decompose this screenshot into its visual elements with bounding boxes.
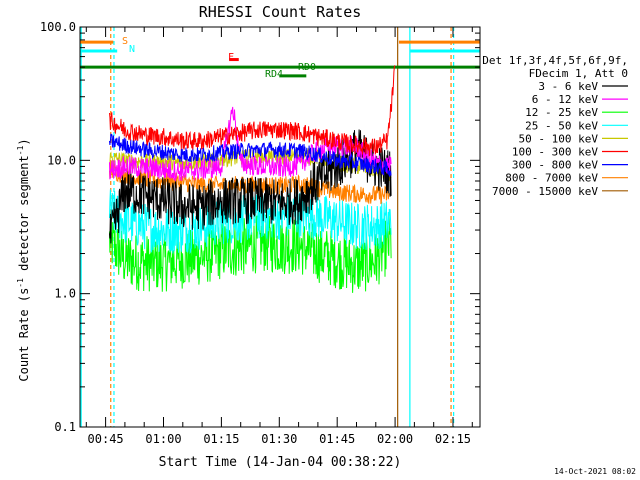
axes-layer: 100.0 10.0 1.0 0.1 00:45 01:00 01:15 01:30 01:45… (40, 20, 481, 446)
series-layer (109, 65, 396, 293)
rd4-label: RD4 (265, 69, 283, 80)
x-tick-label: 02:15 (435, 432, 471, 446)
legend-label: 50 - 100 keV (519, 132, 599, 145)
y-axis-label: Count Rate (s-1 detector segment-1) (16, 138, 31, 381)
y-tick-label: 1.0 (54, 287, 76, 301)
x-tick-label: 02:00 (377, 432, 413, 446)
series-line-300-800keV (109, 133, 392, 177)
series-line-100-300keV (109, 65, 396, 157)
legend-label: 7000 - 15000 keV (492, 185, 598, 198)
legend-label: 800 - 7000 keV (505, 172, 598, 185)
series-line-25-50keV (109, 189, 392, 255)
flare-label: F (228, 52, 234, 63)
legend-header-line1: Det 1f,3f,4f,5f,6f,9f, (482, 54, 628, 67)
plot-frame (79, 26, 481, 428)
x-tick-label: 01:30 (261, 432, 297, 446)
x-tick-label: 01:00 (145, 432, 181, 446)
footer-timestamp: 14-Oct-2021 08:02 (554, 467, 636, 476)
x-axis-label: Start Time (14-Jan-04 00:38:22) (159, 455, 402, 470)
y-tick-label: 0.1 (54, 420, 76, 434)
legend-label: 300 - 800 keV (512, 159, 598, 172)
chart-title: RHESSI Count Rates (199, 3, 362, 21)
rd0-label: RD0 (298, 62, 316, 73)
annotation-layer: SN F RD0 RD4 (80, 27, 480, 427)
saa-label: S (122, 36, 128, 47)
x-tick-label: 00:45 (88, 432, 124, 446)
y-tick-label: 10.0 (47, 153, 76, 167)
legend-label: 100 - 300 keV (512, 146, 598, 159)
y-tick-label: 100.0 (40, 20, 76, 34)
legend-header-line2: FDecim 1, Att 0 (529, 67, 628, 80)
x-tick-label: 01:45 (319, 432, 355, 446)
legend-label: 6 - 12 keV (532, 93, 599, 106)
series-line-12-25keV (109, 213, 392, 293)
legend-label: 25 - 50 keV (525, 119, 598, 132)
legend-label: 3 - 6 keV (538, 80, 598, 93)
legend-label: 12 - 25 keV (525, 106, 598, 119)
x-tick-label: 01:15 (203, 432, 239, 446)
night-label: N (129, 44, 135, 55)
